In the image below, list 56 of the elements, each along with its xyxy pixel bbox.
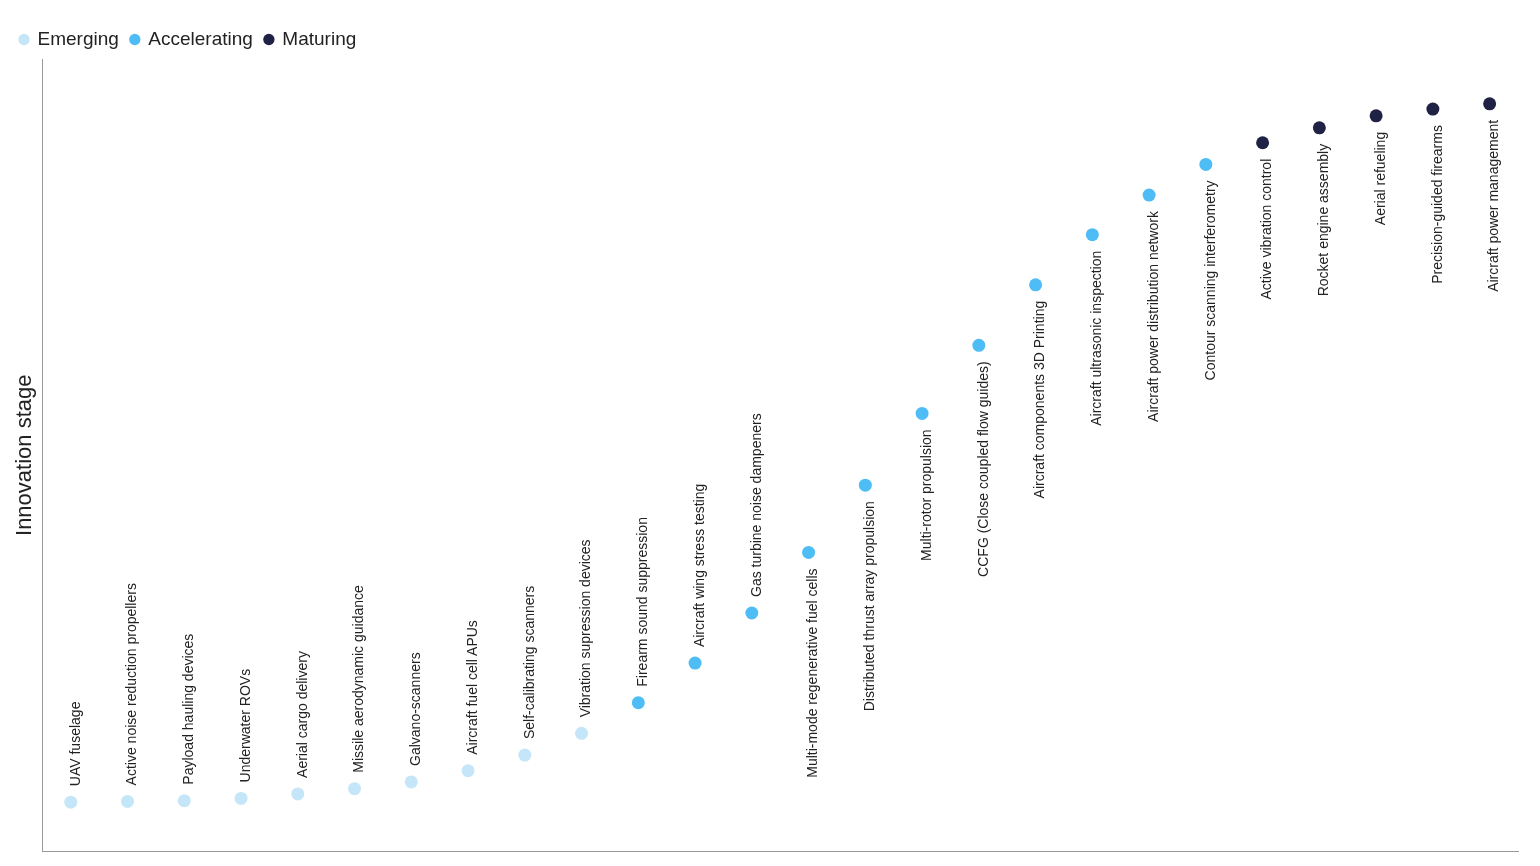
- point: [858, 478, 872, 492]
- x-tick-label: Rocket engine assembly: [1315, 143, 1332, 297]
- x-tick-label: Active noise reduction propellers: [123, 583, 140, 786]
- point: [1426, 102, 1440, 116]
- x-tick-label: Aircraft wing stress testing: [690, 483, 707, 648]
- x-tick-label: Multi-rotor propulsion: [917, 429, 934, 561]
- x-tick-label: Aircraft fuel cell APUs: [463, 620, 480, 755]
- point: [1142, 188, 1156, 202]
- x-tick-label: Multi-mode regenerative fuel cells: [804, 568, 821, 778]
- point: [1199, 157, 1213, 171]
- point: [802, 545, 816, 559]
- point: [1483, 97, 1497, 111]
- point: [915, 406, 929, 420]
- x-tick-label: Contour scanning interferometry: [1201, 180, 1218, 381]
- point: [631, 696, 645, 710]
- point: [518, 748, 532, 762]
- point: [1085, 228, 1099, 242]
- point: [234, 791, 248, 805]
- y-axis-title: Innovation stage: [11, 374, 37, 536]
- legend-label: Maturing: [282, 27, 357, 49]
- x-tick-label: Self-calibrating scanners: [520, 585, 537, 740]
- point: [972, 338, 986, 352]
- point: [1312, 121, 1326, 135]
- point: [1256, 136, 1270, 150]
- x-tick-label: Aircraft components 3D Printing: [1031, 300, 1048, 499]
- x-tick-label: Underwater ROVs: [236, 668, 253, 783]
- point: [461, 764, 475, 778]
- point: [575, 726, 589, 740]
- point: [121, 794, 135, 808]
- x-tick-label: Aerial cargo delivery: [293, 651, 310, 778]
- legend-label: Accelerating: [148, 27, 253, 49]
- x-tick-label: Active vibration control: [1258, 158, 1275, 300]
- x-tick-label: Payload hauling devices: [180, 633, 197, 785]
- point: [1029, 278, 1043, 292]
- x-tick-label: CCFG (Close coupled flow guides): [974, 361, 991, 577]
- x-tick-label: UAV fuselage: [66, 701, 83, 787]
- point: [177, 794, 191, 808]
- x-tick-label: Gas turbine noise dampeners: [747, 413, 764, 597]
- point: [291, 787, 305, 801]
- legend-label: Emerging: [37, 27, 119, 49]
- point: [688, 656, 702, 670]
- point: [1369, 109, 1383, 123]
- x-tick-label: Aircraft ultrasonic inspection: [1088, 250, 1105, 426]
- point: [348, 782, 362, 796]
- x-tick-label: Distributed thrust array propulsion: [861, 501, 878, 712]
- x-tick-label: Aircraft power distribution network: [1144, 210, 1161, 422]
- x-tick-label: Aerial refueling: [1371, 131, 1388, 226]
- point: [745, 606, 759, 620]
- x-tick-label: Precision-guided firearms: [1428, 125, 1445, 284]
- point: [64, 795, 78, 809]
- x-tick-label: Vibration supression devices: [577, 539, 594, 718]
- x-tick-label: Aircraft power management: [1485, 119, 1502, 292]
- point: [404, 775, 418, 789]
- x-tick-label: Firearm sound suppression: [634, 517, 651, 687]
- x-tick-label: Missile aerodynamic guidance: [350, 584, 367, 773]
- x-tick-label: Galvano-scanners: [407, 652, 424, 766]
